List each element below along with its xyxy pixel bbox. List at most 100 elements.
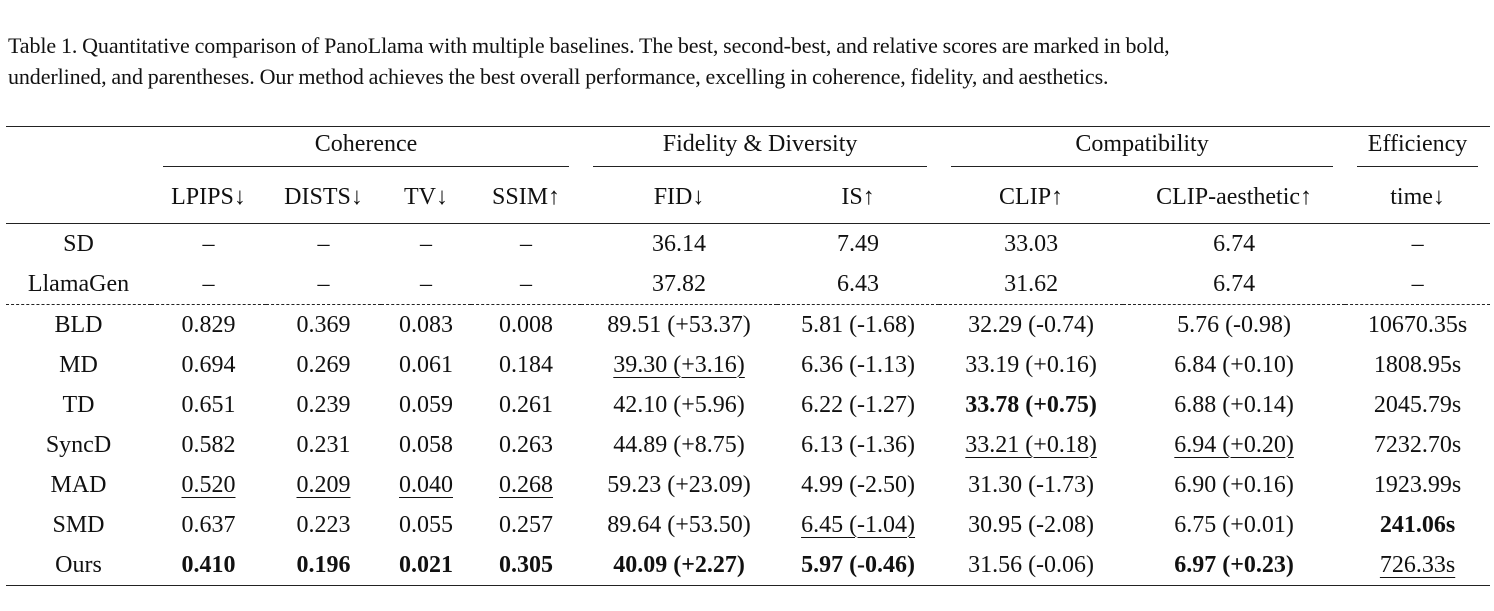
table-cell: 0.184	[471, 345, 581, 385]
table-cell: –	[151, 264, 266, 305]
table-cell: 0.582	[151, 425, 266, 465]
table-cell: 31.30 (-1.73)	[939, 465, 1123, 505]
cell-value: 59.23 (+23.09)	[607, 471, 751, 498]
table-cell: 6.74	[1123, 264, 1345, 305]
cell-value: 0.637	[181, 511, 236, 538]
method-name: SD	[63, 230, 94, 257]
cell-value: 36.14	[652, 230, 707, 257]
cell-value: 7.49	[837, 230, 880, 257]
cell-value: 0.261	[499, 391, 554, 418]
column-header-row: LPIPS↓ DISTS↓ TV↓ SSIM↑ FID↓ IS↑ CLIP↑ C…	[6, 171, 1491, 224]
table-cell: 0.520	[151, 465, 266, 505]
table-cell: 5.76 (-0.98)	[1123, 304, 1346, 345]
cell-value: –	[520, 270, 533, 297]
table-cell: 5.97 (-0.46)	[777, 545, 939, 586]
cell-value: 32.29 (-0.74)	[968, 311, 1095, 338]
cell-value: 33.19 (+0.16)	[965, 351, 1097, 378]
table-cell: 4.99 (-2.50)	[777, 465, 939, 505]
cell-value: 0.008	[499, 311, 554, 338]
table-cell: 6.22 (-1.27)	[777, 385, 939, 425]
table-cell: 59.23 (+23.09)	[581, 465, 777, 505]
cell-value: 0.269	[296, 351, 351, 378]
table-cell: 5.81 (-1.68)	[777, 304, 940, 345]
cell-value: –	[202, 270, 215, 297]
table-row: SMD 0.637 0.223 0.055 0.257 89.64 (+53.50) 6.4…	[6, 505, 1490, 545]
cell-value: 0.694	[181, 351, 236, 378]
cell-value: 37.82	[652, 270, 707, 297]
table-cell: 33.03	[939, 224, 1123, 265]
cell-value: 0.059	[399, 391, 453, 418]
caption-line-1: Table 1. Quantitative comparison of Pano…	[8, 33, 1170, 58]
column-header: LPIPS↓	[171, 183, 246, 210]
table-cell: 0.061	[381, 345, 471, 385]
table-cell: 726.33s	[1345, 545, 1490, 586]
caption-line-2: underlined, and parentheses. Our method …	[8, 64, 1109, 89]
table-cell: 37.82	[581, 264, 777, 305]
column-header: time↓	[1390, 183, 1445, 210]
cell-value: 5.81 (-1.68)	[801, 311, 916, 338]
table-cell: –	[1345, 264, 1490, 305]
cell-value: 0.268	[499, 471, 554, 498]
cell-value: 6.22 (-1.27)	[801, 391, 916, 418]
table-cell: 33.21 (+0.18)	[939, 425, 1123, 465]
table-cell: 0.257	[471, 505, 581, 545]
table-cell: 0.196	[266, 545, 381, 586]
empty-header-cell	[6, 127, 151, 172]
group-header-row: Coherence Fidelity & Diversity Compatibi…	[6, 126, 1491, 172]
table-cell: 6.74	[1123, 224, 1345, 265]
table-cell: 31.62	[939, 264, 1123, 305]
column-header: CLIP-aesthetic↑	[1156, 183, 1313, 210]
cell-value: 0.829	[181, 311, 236, 338]
table-row: TD 0.651 0.239 0.059 0.261 42.10 (+5.96) 6.22 …	[6, 385, 1490, 425]
table-cell: 0.055	[381, 505, 471, 545]
table-cell: 0.263	[471, 425, 581, 465]
table-cell: 0.410	[151, 545, 266, 586]
group-fidelity: Fidelity & Diversity	[581, 127, 939, 172]
cell-value: 6.75 (+0.01)	[1174, 511, 1294, 538]
group-efficiency-label: Efficiency	[1357, 131, 1479, 167]
cell-value: 33.03	[1004, 230, 1059, 257]
cell-value: 6.43	[837, 270, 880, 297]
table-cell: 7232.70s	[1345, 425, 1490, 465]
cell-value: –	[420, 270, 432, 297]
cell-value: 726.33s	[1379, 551, 1456, 578]
cell-value: 1808.95s	[1373, 351, 1462, 378]
table-cell: 1808.95s	[1345, 345, 1490, 385]
cell-value: 89.64 (+53.50)	[607, 511, 751, 538]
cell-value: 0.369	[296, 311, 351, 338]
table-cell: 89.64 (+53.50)	[581, 505, 777, 545]
table-cell: 0.305	[471, 545, 581, 586]
table-cell: –	[471, 224, 581, 265]
cell-value: 0.239	[296, 391, 351, 418]
cell-value: 241.06s	[1379, 511, 1456, 538]
table-cell: –	[471, 264, 581, 305]
method-name: SMD	[52, 511, 105, 538]
group-coherence-label: Coherence	[163, 131, 570, 167]
cell-value: 31.62	[1004, 270, 1059, 297]
cell-value: –	[317, 230, 330, 257]
table-body: SD – – – – 36.14 7.49 33.03 6.74 – LlamaGen – – – – 37.…	[6, 224, 1491, 586]
cell-value: –	[1411, 270, 1424, 297]
table-cell: 6.97 (+0.23)	[1123, 545, 1345, 586]
column-header: IS↑	[841, 183, 875, 210]
cell-value: 31.56 (-0.06)	[968, 551, 1095, 578]
cell-value: –	[317, 270, 330, 297]
cell-value: 0.083	[399, 311, 453, 338]
cell-value: 39.30 (+3.16)	[613, 351, 745, 378]
table-cell: 6.90 (+0.16)	[1123, 465, 1345, 505]
cell-value: 6.94 (+0.20)	[1174, 431, 1294, 458]
cell-value: 42.10 (+5.96)	[613, 391, 745, 418]
table-cell: 0.223	[266, 505, 381, 545]
table-cell: –	[1345, 224, 1490, 265]
table-cell: –	[266, 264, 381, 305]
cell-value: 7232.70s	[1373, 431, 1462, 458]
table-row: MAD 0.520 0.209 0.040 0.268 59.23 (+23.09) 4.9…	[6, 465, 1490, 505]
cell-value: 0.021	[399, 551, 453, 578]
column-header: DISTS↓	[284, 183, 363, 210]
table-cell: –	[381, 224, 471, 265]
results-table-wrapper: Coherence Fidelity & Diversity Compatibi…	[6, 126, 1491, 586]
cell-value: 40.09 (+2.27)	[613, 551, 745, 578]
cell-value: 33.21 (+0.18)	[965, 431, 1097, 458]
table-cell: 2045.79s	[1345, 385, 1490, 425]
cell-value: 2045.79s	[1373, 391, 1462, 418]
